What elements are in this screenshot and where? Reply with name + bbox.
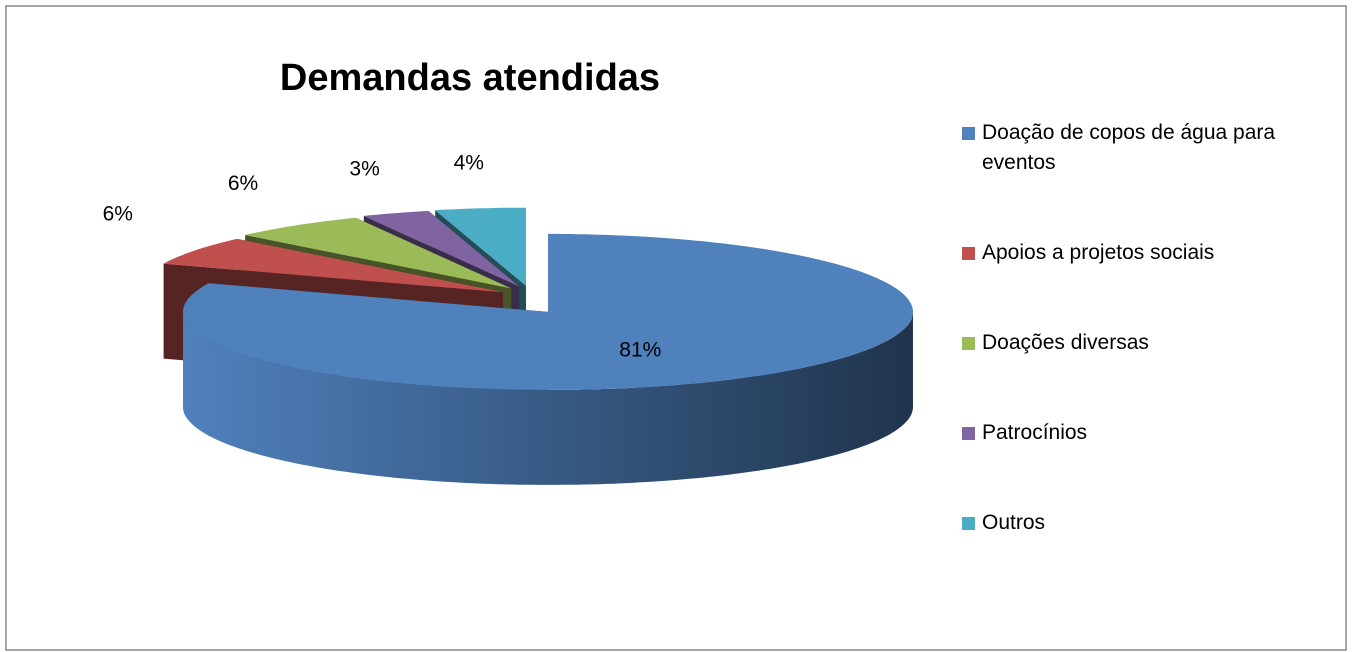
legend-label: Apoios a projetos sociais (982, 241, 1215, 264)
data-label: 3% (349, 157, 379, 180)
data-label: 6% (103, 203, 133, 226)
chart-title: Demandas atendidas (280, 57, 660, 99)
legend-label: Doação de copos de água para eventos (982, 121, 1276, 174)
slice-top (363, 210, 520, 287)
slice-side (183, 311, 913, 485)
legend-label: Outros (982, 511, 1046, 534)
slice-top (163, 238, 503, 293)
data-label: 4% (454, 152, 484, 175)
data-label: 6% (228, 172, 258, 195)
legend-item: Outros (958, 508, 1328, 538)
slice-top (245, 217, 512, 289)
slice-top (435, 207, 526, 286)
legend-label: Patrocínios (982, 421, 1088, 444)
legend-swatch (962, 517, 975, 530)
legend-swatch (962, 127, 975, 140)
legend-item: Patrocínios (958, 418, 1328, 448)
legend-swatch (962, 337, 975, 350)
legend: Doação de copos de água para eventos Apoi… (958, 118, 1328, 598)
legend-swatch (962, 247, 975, 260)
legend-item: Doações diversas (958, 328, 1328, 358)
legend-label: Doações diversas (982, 331, 1149, 354)
legend-item: Doação de copos de água para eventos (958, 118, 1328, 178)
data-label: 81% (619, 338, 661, 361)
legend-swatch (962, 427, 975, 440)
legend-item: Apoios a projetos sociais (958, 238, 1328, 268)
slice (183, 233, 913, 485)
slice-top (183, 233, 913, 390)
